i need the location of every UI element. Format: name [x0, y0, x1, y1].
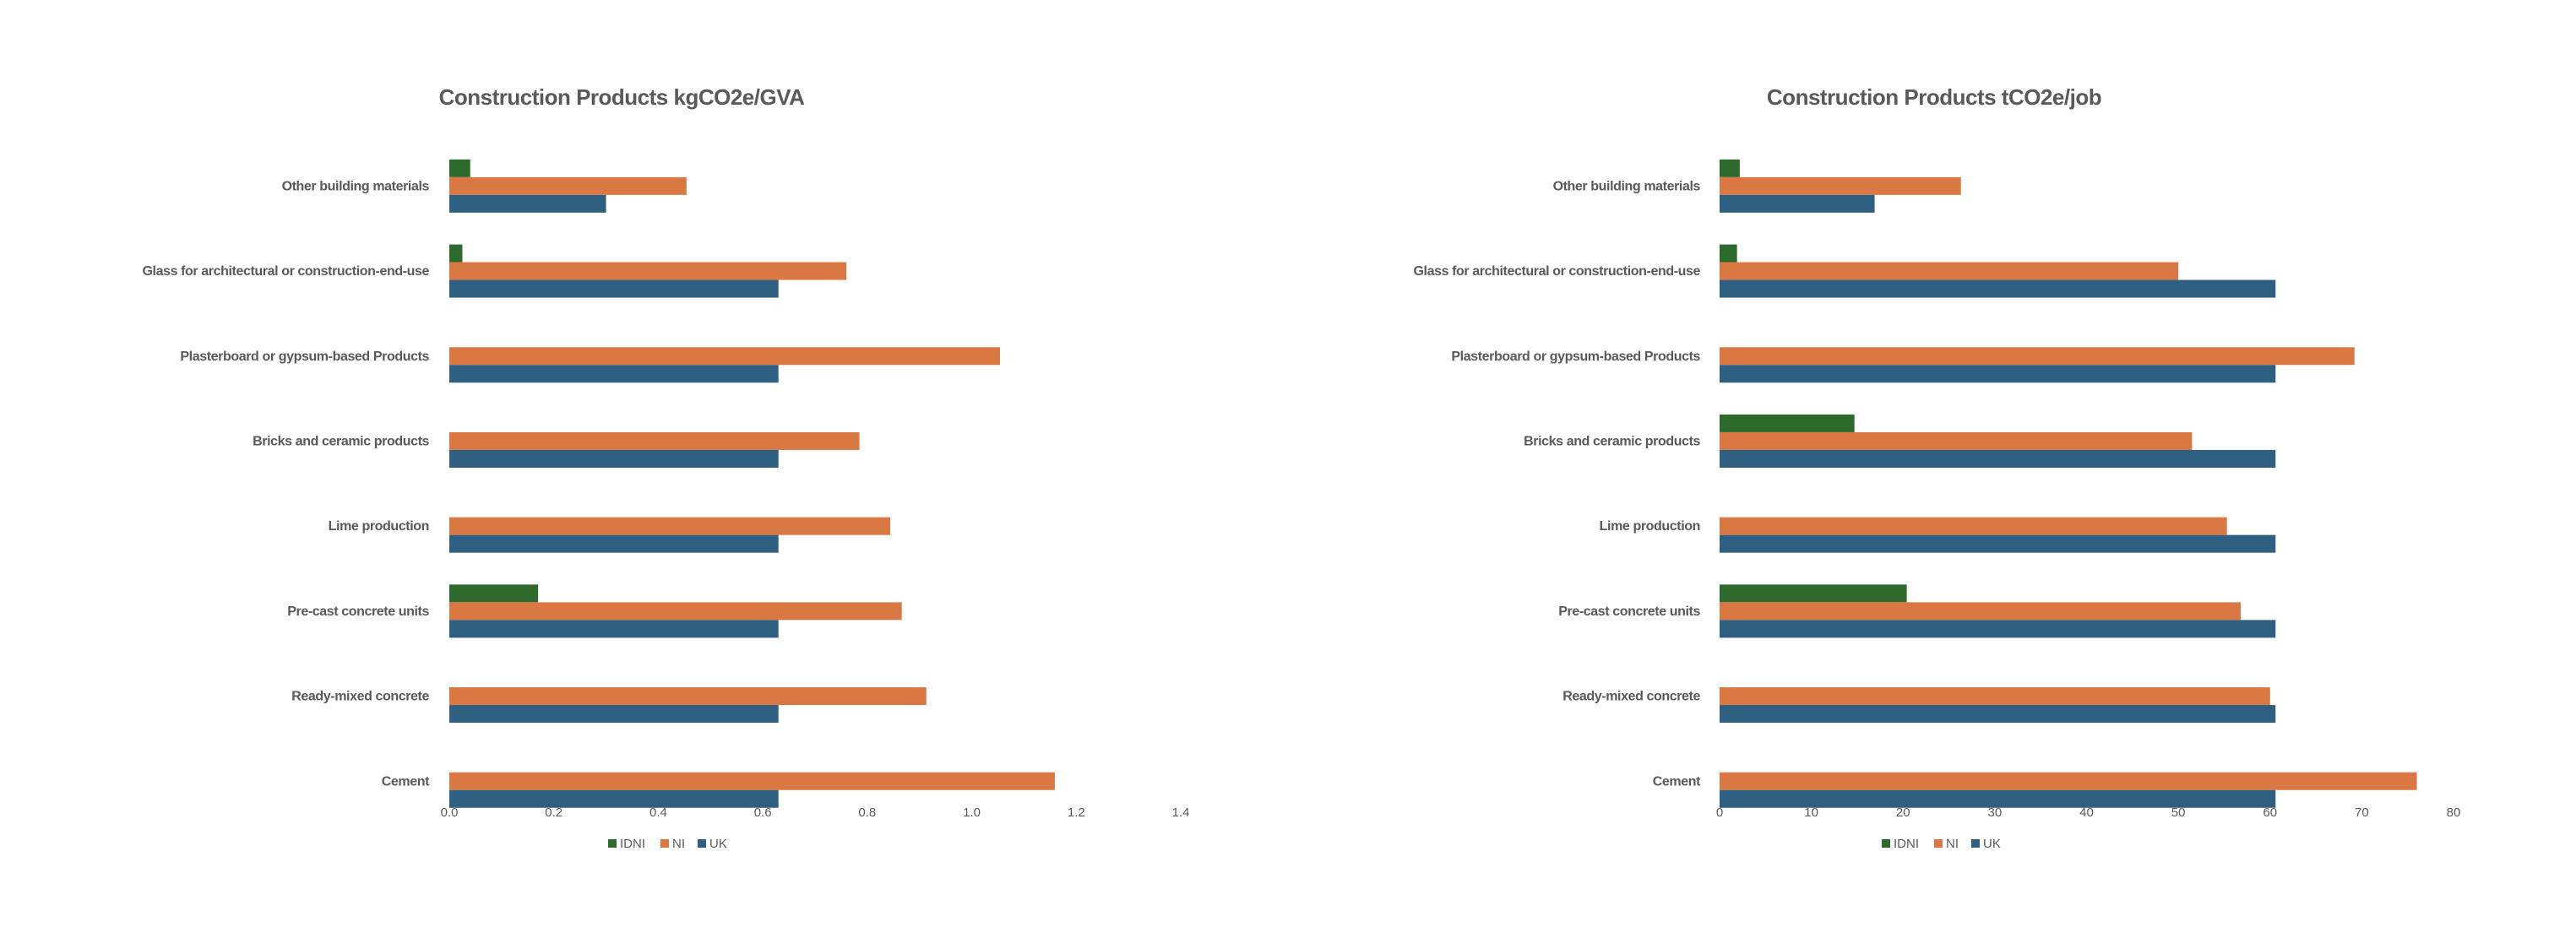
- category-label: Bricks and ceramic products: [253, 434, 429, 448]
- x-tick-label: 50: [2171, 805, 2186, 820]
- bar-ni: [1720, 772, 2417, 790]
- legend-item-uk: UK: [698, 837, 727, 851]
- category-label: Other building materials: [1553, 179, 1701, 193]
- x-tick-label: 0.2: [545, 805, 562, 820]
- bar-idni: [449, 584, 539, 603]
- x-tick-label: 0: [1716, 805, 1723, 820]
- category-label: Lime production: [1600, 519, 1700, 534]
- legend-label: IDNI: [1894, 837, 1919, 851]
- x-tick-label: 0.0: [441, 805, 459, 820]
- legend-item-ni: NI: [1934, 837, 1959, 851]
- x-tick-label: 40: [2079, 805, 2094, 820]
- bar-uk: [449, 449, 779, 468]
- x-tick-label: 0.4: [649, 805, 667, 820]
- category-label: Glass for architectural or construction-…: [143, 264, 430, 279]
- legend-swatch: [1934, 839, 1943, 848]
- bar-idni: [449, 159, 470, 177]
- legend-label: NI: [672, 837, 685, 851]
- x-tick-label: 60: [2263, 805, 2277, 820]
- chart-2: Construction Products tCO2e/job Other bui…: [1414, 84, 2461, 851]
- bar-ni: [449, 687, 927, 706]
- bar-idni: [449, 244, 463, 263]
- bar-uk: [449, 194, 606, 213]
- chart-1: Construction Products kgCO2e/GVA Other bu…: [143, 84, 1190, 851]
- bar-ni: [449, 431, 860, 450]
- x-tick-label: 10: [1804, 805, 1818, 820]
- category-label: Glass for architectural or construction-…: [1414, 264, 1701, 279]
- bar-ni: [1720, 602, 2241, 621]
- bar-uk: [449, 365, 779, 383]
- legend-swatch: [608, 839, 617, 848]
- category-label: Ready-mixed concrete: [291, 690, 429, 704]
- bar-idni: [1720, 584, 1907, 603]
- bar-ni: [449, 347, 1000, 366]
- category-label: Cement: [382, 774, 430, 789]
- bar-uk: [1720, 194, 1875, 213]
- bar-uk: [1720, 705, 2276, 724]
- bar-uk: [1720, 789, 2276, 808]
- category-label: Bricks and ceramic products: [1524, 434, 1700, 448]
- bar-idni: [1720, 244, 1737, 263]
- x-tick-label: 1.4: [1172, 805, 1190, 820]
- bar-uk: [1720, 534, 2276, 553]
- bar-idni: [1720, 414, 1855, 432]
- bar-idni: [1720, 159, 1740, 177]
- bar-ni: [1720, 687, 2270, 706]
- bar-uk: [1720, 449, 2276, 468]
- x-tick-label: 0.6: [754, 805, 772, 820]
- x-tick-label: 20: [1896, 805, 1910, 820]
- chart-title: Construction Products tCO2e/job: [1767, 84, 2101, 110]
- x-tick-label: 80: [2447, 805, 2461, 820]
- bar-uk: [449, 789, 779, 808]
- legend-swatch: [1971, 839, 1980, 848]
- category-label: Plasterboard or gypsum-based Products: [180, 350, 429, 364]
- bar-ni: [1720, 517, 2227, 535]
- bar-ni: [449, 602, 902, 621]
- bar-ni: [1720, 176, 1961, 195]
- bar-uk: [449, 534, 779, 553]
- legend-label: NI: [1946, 837, 1959, 851]
- legend-item-ni: NI: [660, 837, 685, 851]
- category-label: Cement: [1653, 774, 1701, 789]
- legend-swatch: [1882, 839, 1890, 848]
- bar-uk: [449, 620, 779, 638]
- legend-label: IDNI: [620, 837, 645, 851]
- chart-title: Construction Products kgCO2e/GVA: [439, 84, 806, 110]
- x-tick-label: 70: [2355, 805, 2369, 820]
- category-label: Other building materials: [282, 179, 430, 193]
- bar-ni: [449, 772, 1055, 790]
- category-label: Pre-cast concrete units: [1558, 605, 1700, 619]
- legend-swatch: [698, 839, 706, 848]
- category-label: Pre-cast concrete units: [287, 605, 429, 619]
- category-label: Lime production: [329, 519, 429, 534]
- bar-ni: [449, 262, 847, 280]
- x-tick-label: 1.2: [1068, 805, 1085, 820]
- bar-uk: [1720, 365, 2276, 383]
- bar-uk: [1720, 279, 2276, 298]
- x-tick-label: 1.0: [963, 805, 981, 820]
- legend-item-idni: IDNI: [1882, 837, 1919, 851]
- category-label: Ready-mixed concrete: [1562, 690, 1700, 704]
- legend-item-uk: UK: [1971, 837, 2001, 851]
- bar-ni: [1720, 431, 2193, 450]
- legend-label: UK: [1983, 837, 2001, 851]
- bar-uk: [449, 705, 779, 724]
- bar-ni: [449, 176, 687, 195]
- bar-ni: [449, 517, 891, 535]
- legend-label: UK: [709, 837, 727, 851]
- legend-swatch: [660, 839, 669, 848]
- bar-uk: [449, 279, 779, 298]
- bar-ni: [1720, 262, 2179, 280]
- bar-uk: [1720, 620, 2276, 638]
- bar-ni: [1720, 347, 2355, 366]
- legend-item-idni: IDNI: [608, 837, 645, 851]
- x-tick-label: 0.8: [858, 805, 876, 820]
- x-tick-label: 30: [1988, 805, 2003, 820]
- category-label: Plasterboard or gypsum-based Products: [1451, 350, 1700, 364]
